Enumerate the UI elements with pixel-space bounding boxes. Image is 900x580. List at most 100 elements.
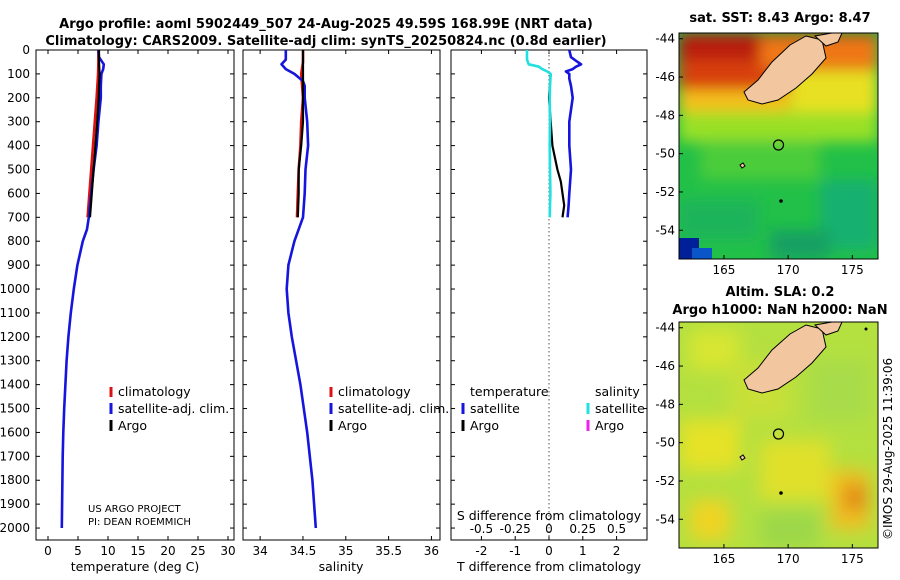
series-temperature-satellite — [564, 49, 583, 218]
x-tick-label: 20 — [160, 544, 175, 558]
sal-diff-tick-label: 0 — [545, 522, 553, 536]
depth-tick-label: 1300 — [0, 354, 30, 368]
sla-map-title2: Argo h1000: NaN h2000: NaN — [672, 303, 887, 318]
x-tick-label: 30 — [220, 544, 235, 558]
x-tick-label: 34.5 — [290, 544, 317, 558]
x-tick-label: 5 — [74, 544, 82, 558]
sst-map-title: sat. SST: 8.43 Argo: 8.47 — [689, 11, 870, 26]
map-y-tick-label: -44 — [655, 32, 675, 46]
x-tick-label: 1 — [579, 544, 587, 558]
depth-tick-label: 1200 — [0, 330, 30, 344]
temperature-panel: 0 5 10 15 20 25 30 temperature (deg C) climato… — [35, 49, 236, 574]
salinity-legend: climatology satellite-adj. clim. Argo — [329, 384, 449, 433]
depth-tick-label: 1700 — [0, 449, 30, 463]
salinity-difference-xlabel: S difference from climatology — [457, 508, 642, 523]
difference-ticks: -2 -1 0 1 2 — [451, 49, 647, 558]
series-argo — [296, 50, 305, 218]
depth-tick-label: 2000 — [0, 521, 30, 535]
map-y-tick-label: -46 — [655, 359, 675, 373]
depth-tick-label: 200 — [7, 91, 30, 105]
map-x-tick-label: 165 — [712, 552, 735, 566]
difference-panel: -2 -1 0 1 2 temperature salinity satellite A… — [450, 49, 648, 574]
legend-label-argo: Argo — [338, 418, 367, 433]
sla-map-ticks: 165 170 175 -44 -46 -48 -50 -52 -54 — [655, 321, 863, 566]
depth-tick-label: 600 — [7, 186, 30, 200]
x-tick-label: 35 — [338, 544, 353, 558]
temperature-difference-xlabel: T difference from climatology — [456, 559, 642, 574]
depth-tick-label: 1100 — [0, 306, 30, 320]
x-tick-label: 25 — [190, 544, 205, 558]
map-y-tick-label: -50 — [655, 147, 675, 161]
legend-label-climatology: climatology — [338, 384, 411, 399]
x-tick-label: 0 — [44, 544, 52, 558]
depth-tick-label: 1800 — [0, 473, 30, 487]
salinity-panel: 34 34.5 35 35.5 36 salinity climatology sate… — [242, 49, 449, 574]
depth-tick-label: 1000 — [0, 282, 30, 296]
depth-tick-label: 500 — [7, 163, 30, 177]
difference-series — [525, 49, 583, 218]
sst-map: sat. SST: 8.43 Argo: 8.47 — [655, 11, 879, 277]
x-tick-label: -2 — [475, 544, 487, 558]
header-line2: Climatology: CARS2009. Satellite-adj cli… — [45, 34, 606, 49]
x-tick-label: 15 — [130, 544, 145, 558]
map-y-tick-label: -52 — [655, 474, 675, 488]
x-tick-label: -1 — [509, 544, 521, 558]
depth-tick-label: 300 — [7, 115, 30, 129]
x-tick-label: 36 — [424, 544, 439, 558]
map-y-tick-label: -50 — [655, 436, 675, 450]
x-tick-label: 34 — [252, 544, 267, 558]
x-tick-label: 10 — [100, 544, 115, 558]
depth-tick-label: 100 — [7, 67, 30, 81]
x-tick-label: 0 — [545, 544, 553, 558]
sal-diff-tick-label: 0.5 — [607, 522, 626, 536]
difference-legend: temperature salinity satellite Argo sate… — [461, 384, 645, 433]
series-satellite-adj-clim- — [280, 50, 318, 529]
map-y-tick-label: -44 — [655, 321, 675, 335]
depth-tick-label: 1600 — [0, 425, 30, 439]
salinity-xlabel: salinity — [319, 559, 364, 574]
map-y-tick-label: -46 — [655, 70, 675, 84]
temperature-series — [60, 49, 106, 529]
legend-label-satellite: satellite-adj. clim. — [118, 401, 229, 416]
legend-label-satellite: satellite-adj. clim. — [338, 401, 449, 416]
credit-pi: PI: DEAN ROEMMICH — [88, 517, 191, 528]
sst-field — [679, 33, 878, 259]
legend-label-temp-satellite: satellite — [470, 401, 520, 416]
series-argo — [88, 50, 101, 218]
sst-map-ticks: 165 170 175 -44 -46 -48 -50 -52 -54 — [655, 32, 863, 277]
depth-tick-label: 700 — [7, 210, 30, 224]
depth-tick-label: 1400 — [0, 378, 30, 392]
sst-float-marker — [772, 139, 785, 151]
temperature-legend: climatology satellite-adj. clim. Argo — [109, 384, 229, 433]
x-tick-label: 2 — [613, 544, 621, 558]
map-y-tick-label: -52 — [655, 185, 675, 199]
legend-label-sal-argo: Argo — [595, 418, 624, 433]
header-line1: Argo profile: aoml 5902449_507 24-Aug-20… — [59, 17, 593, 32]
salinity-axes-box — [242, 49, 441, 541]
legend-label-temp-argo: Argo — [470, 418, 499, 433]
depth-tick-label: 0 — [22, 43, 30, 57]
sla-float-marker — [772, 428, 785, 440]
map-x-tick-label: 170 — [777, 552, 800, 566]
sal-diff-tick-label: -0.5 — [470, 522, 493, 536]
sal-diff-tick-label: 0.25 — [569, 522, 596, 536]
salinity-ticks: 34 34.5 35 35.5 36 — [243, 49, 440, 558]
salinity-series — [280, 50, 318, 529]
credit-project: US ARGO PROJECT — [88, 504, 182, 515]
salinity-difference-ticklabels: -0.5 -0.25 0 0.25 0.5 — [470, 522, 626, 536]
imos-timestamp: ©IMOS 29-Aug-2025 11:39:06 — [881, 358, 895, 540]
map-x-tick-label: 170 — [777, 263, 800, 277]
depth-tick-label: 900 — [7, 258, 30, 272]
temperature-xlabel: temperature (deg C) — [71, 559, 200, 574]
sla-map-title1: Altim. SLA: 0.2 — [726, 285, 835, 300]
map-y-tick-label: -54 — [655, 512, 675, 526]
depth-tick-label: 800 — [7, 234, 30, 248]
map-y-tick-label: -54 — [655, 223, 675, 237]
map-x-tick-label: 175 — [841, 263, 864, 277]
legend-label-argo: Argo — [118, 418, 147, 433]
depth-tick-label: 400 — [7, 139, 30, 153]
temperature-ticks: 0 5 10 15 20 25 30 — [36, 49, 236, 558]
sla-map: Altim. SLA: 0.2 Argo h1000: NaN h2000: N… — [655, 285, 887, 566]
legend-label-climatology: climatology — [118, 384, 191, 399]
